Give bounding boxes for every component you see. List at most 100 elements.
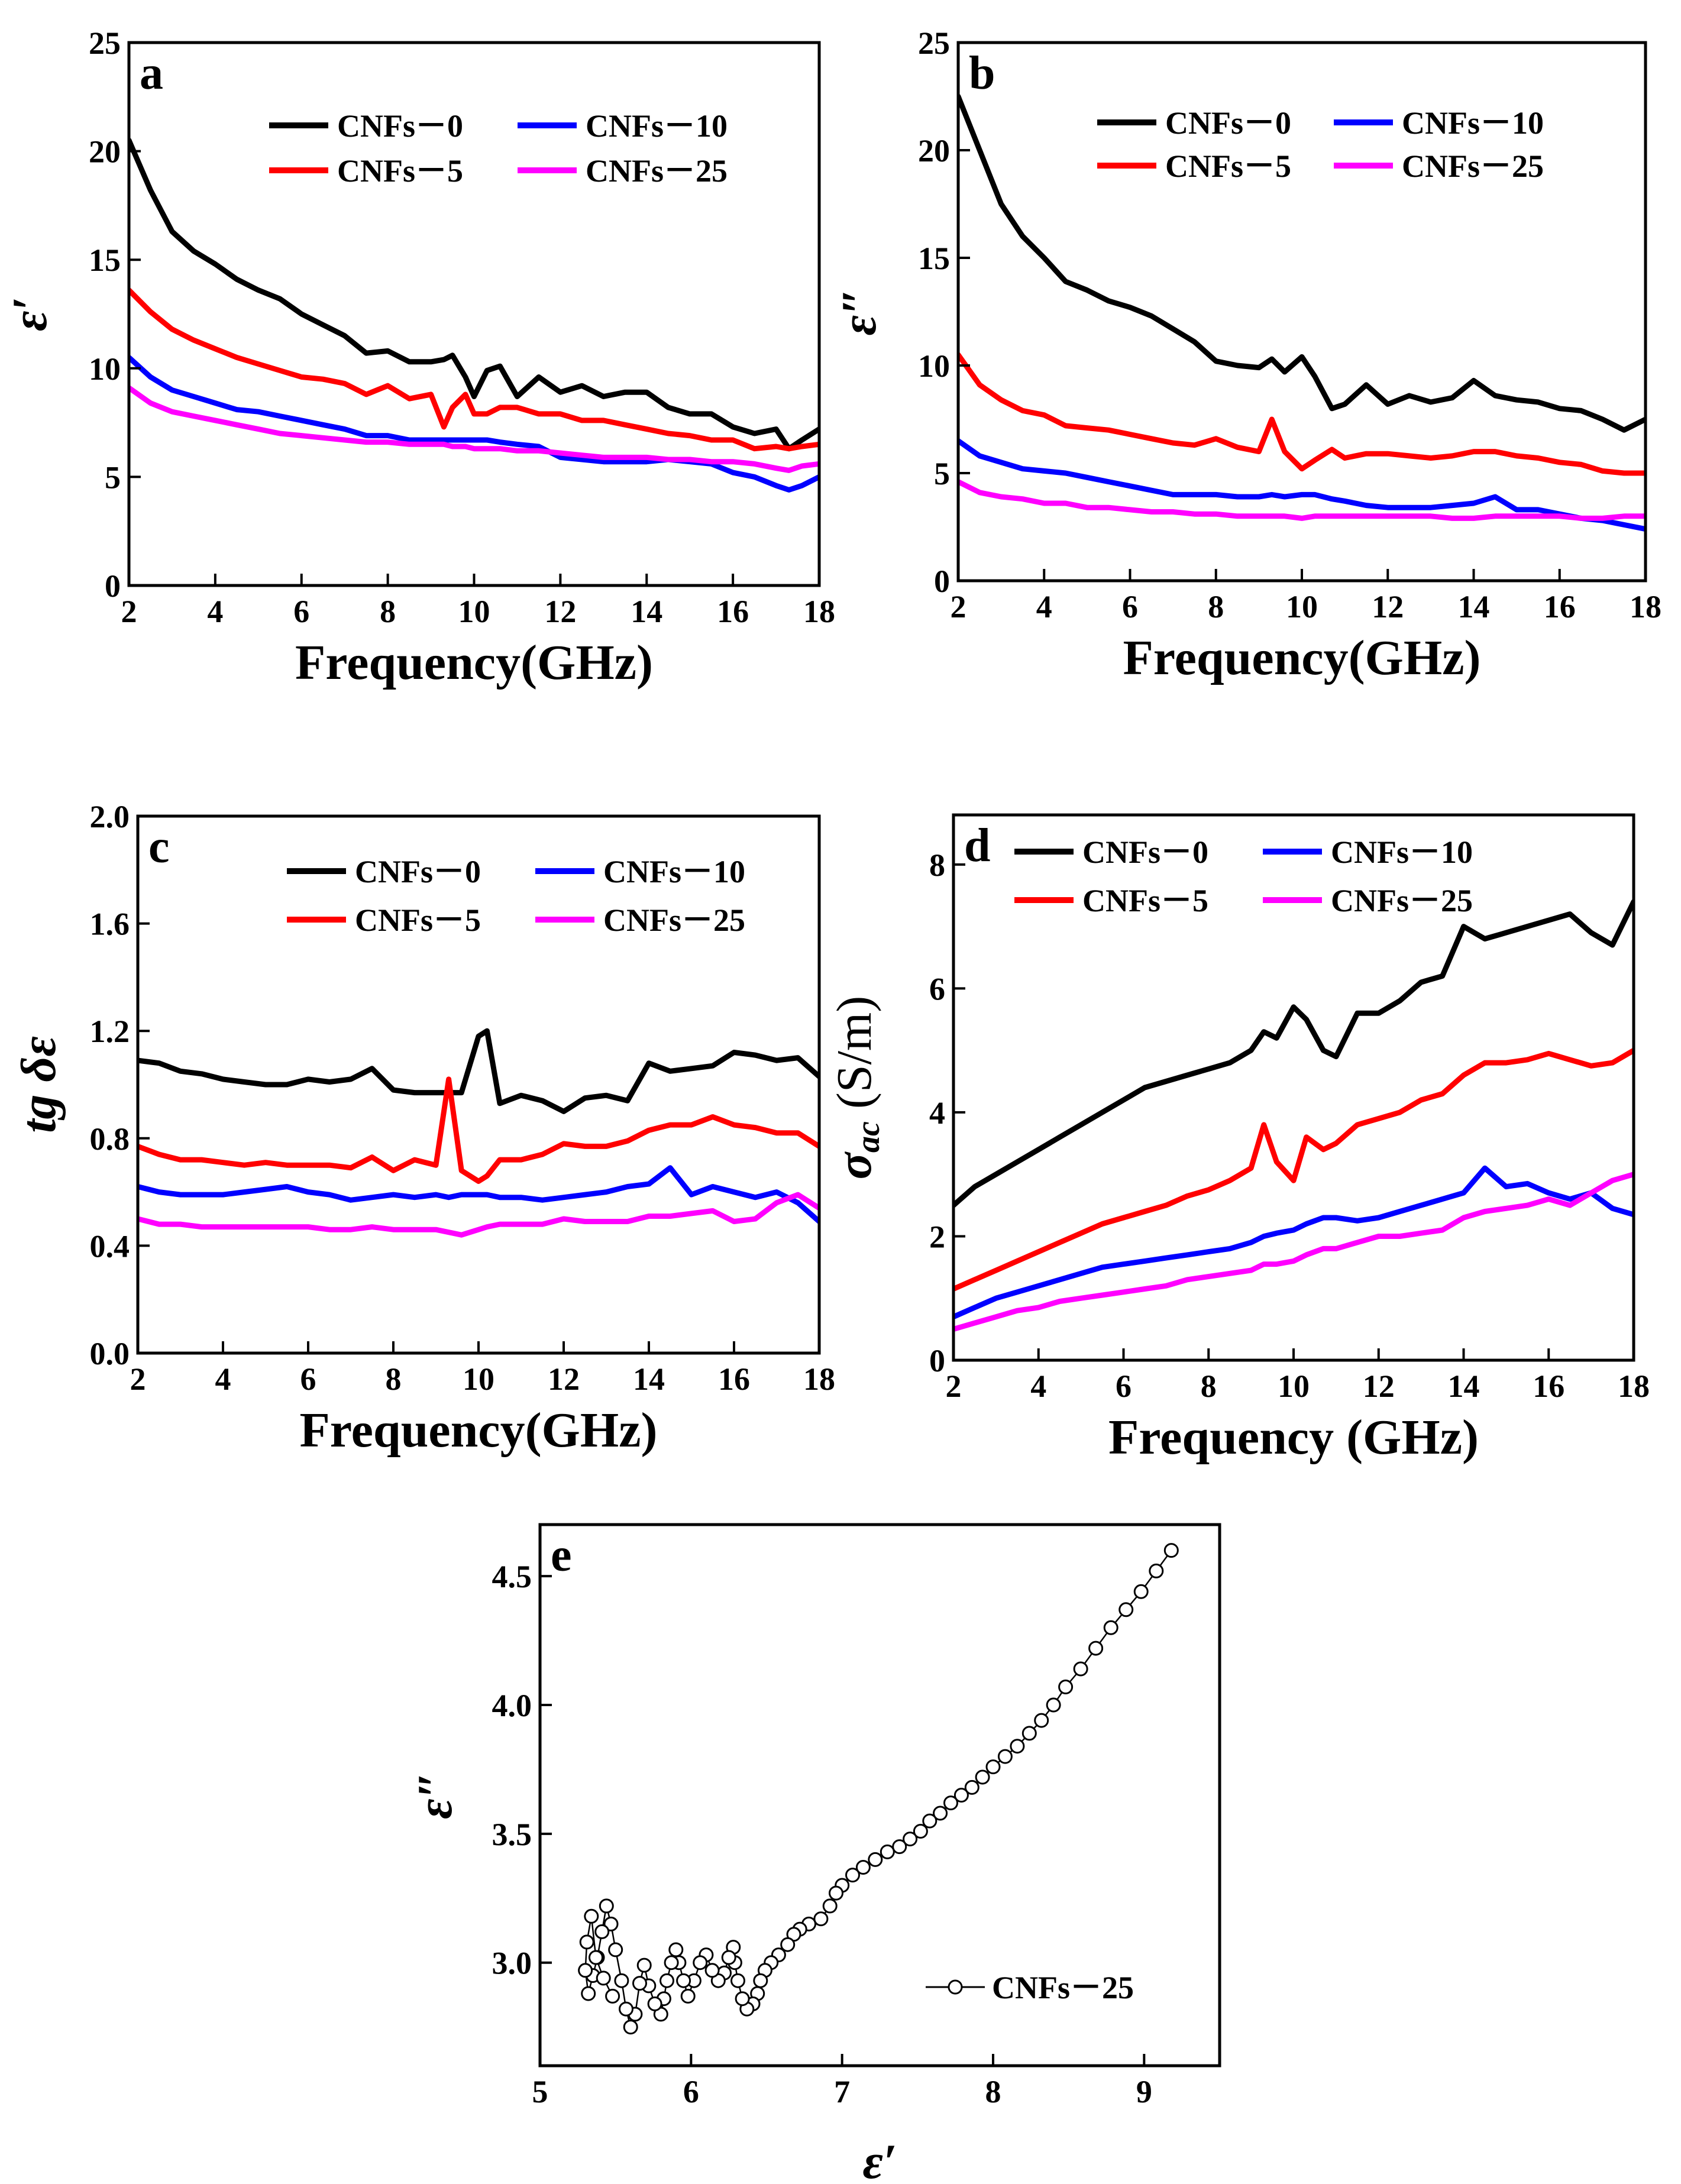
y-tick-label: 4.5 <box>492 1559 532 1594</box>
x-tick-label: 4 <box>1030 1368 1046 1404</box>
scatter-point <box>730 1973 745 1988</box>
y-tick-label: 3.0 <box>492 1946 532 1981</box>
scatter-point <box>1046 1697 1061 1713</box>
legend-label-d-1: CNFs－10 <box>1331 834 1473 870</box>
y-tick-label: 6 <box>929 971 945 1007</box>
scatter-point <box>1103 1620 1118 1635</box>
scatter-point <box>596 1971 611 1986</box>
plot-frame-c <box>136 814 821 1355</box>
series-line-a-1 <box>129 287 819 452</box>
scatter-point <box>845 1868 860 1883</box>
x-tick-label: 14 <box>633 1361 665 1397</box>
scatter-point <box>943 1795 958 1811</box>
legend-label-c-0: CNFs－0 <box>355 854 481 889</box>
scatter-point <box>1149 1563 1164 1578</box>
scatter-point <box>892 1839 907 1855</box>
series-line-c-1 <box>138 1076 819 1184</box>
scatter-point <box>829 1885 843 1901</box>
x-tick-label: 14 <box>1448 1368 1480 1404</box>
x-tick-label: 7 <box>834 2074 850 2109</box>
scatter-point <box>599 1898 614 1914</box>
scatter-point <box>578 1963 593 1978</box>
series-line-b-0 <box>958 93 1646 433</box>
scatter-point <box>868 1852 883 1867</box>
x-tick-label: 18 <box>1630 589 1661 625</box>
legend-label-e: CNFs－25 <box>992 1970 1134 2005</box>
y-tick-label: 4.0 <box>492 1688 532 1723</box>
series-line-b-1 <box>958 352 1646 476</box>
x-tick-label: 18 <box>803 1361 835 1397</box>
panel-label-e: e <box>551 1529 572 1581</box>
scatter-point <box>581 1986 596 2001</box>
scatter-point <box>1034 1713 1049 1728</box>
scatter-point <box>922 1813 938 1829</box>
y-axis-title-d: σac (S/m) <box>827 996 887 1179</box>
legend-label-b-2: CNFs－5 <box>1165 148 1291 184</box>
scatter-point <box>855 1860 871 1875</box>
y-tick-label: 20 <box>918 133 950 169</box>
scatter-point <box>1118 1602 1134 1617</box>
series-line-a-0 <box>129 137 819 452</box>
x-tick-label: 8 <box>380 594 396 629</box>
scatter-point <box>985 1759 1001 1775</box>
panel-label-d: d <box>964 820 991 872</box>
y-tick-label: 2.0 <box>90 799 130 834</box>
y-tick-label: 5 <box>934 456 950 491</box>
scatter-point <box>1163 1543 1179 1558</box>
scatter-point <box>647 1996 662 2011</box>
chart-panel-a: 2 4 6 8 10 12 14 16 18 0 5 10 15 20 25 a Frequency(GHz) ε… <box>2 25 835 690</box>
scatter-point <box>1133 1584 1149 1599</box>
series-line-c-0 <box>138 1028 819 1114</box>
x-tick-label: 2 <box>130 1361 146 1397</box>
x-tick-label: 10 <box>463 1361 494 1397</box>
plot-frame-e <box>538 1523 1221 2067</box>
series-line-c-3 <box>138 1192 819 1238</box>
series-line-b-3 <box>958 479 1646 521</box>
x-tick-label: 2 <box>121 594 137 629</box>
scatter-point <box>584 1908 599 1924</box>
legend-label-c-2: CNFs－5 <box>355 902 481 938</box>
scatter-point <box>975 1769 990 1785</box>
legend-marker-e <box>948 1979 963 1995</box>
scatter-point <box>721 1950 736 1965</box>
x-tick-label: 12 <box>544 594 576 629</box>
x-tick-label: 6 <box>1116 1368 1132 1404</box>
series-line-b-2 <box>958 438 1646 532</box>
scatter-point <box>1010 1739 1025 1754</box>
x-tick-label: 10 <box>1286 589 1318 625</box>
legend-label-a-3: CNFs－25 <box>586 153 728 189</box>
y-tick-label: 1.2 <box>90 1014 130 1049</box>
y-tick-label: 3.5 <box>492 1817 532 1852</box>
series-line-a-3 <box>129 385 819 473</box>
scatter-point <box>822 1898 838 1914</box>
scatter-point <box>693 1955 708 1971</box>
x-tick-label: 2 <box>951 589 966 625</box>
legend-label-b-0: CNFs－0 <box>1165 105 1291 141</box>
x-tick-label: 18 <box>803 594 835 629</box>
scatter-point <box>953 1788 969 1803</box>
x-axis-title-c: Frequency(GHz) <box>300 1403 658 1458</box>
y-axis-title-e: ε″ <box>408 1771 463 1819</box>
chart-panel-c: 2 4 6 8 10 12 14 16 18 0.0 0.4 0.8 1.2 1.6 2.0 c Frequen… <box>11 799 835 1458</box>
y-tick-label: 25 <box>89 25 121 61</box>
x-tick-label: 18 <box>1618 1368 1650 1404</box>
x-tick-label: 16 <box>718 1361 750 1397</box>
x-tick-label: 4 <box>207 594 223 629</box>
scatter-point <box>664 1955 679 1971</box>
scatter-point <box>623 2020 638 2035</box>
scatter-point <box>903 1832 918 1847</box>
y-tick-label: 1.6 <box>90 907 130 942</box>
y-tick-label: 0.0 <box>90 1336 130 1371</box>
x-tick-label: 8 <box>1208 589 1224 625</box>
y-tick-label: 0 <box>105 568 121 604</box>
x-tick-label: 10 <box>458 594 490 629</box>
legend-label-b-3: CNFs－25 <box>1402 148 1544 184</box>
y-tick-label: 0 <box>929 1343 945 1379</box>
legend-label-d-3: CNFs－25 <box>1331 883 1473 918</box>
x-tick-label: 16 <box>717 594 749 629</box>
x-tick-label: 8 <box>1201 1368 1217 1404</box>
legend-label-a-0: CNFs－0 <box>337 108 463 144</box>
legend-label-d-0: CNFs－0 <box>1082 834 1208 870</box>
